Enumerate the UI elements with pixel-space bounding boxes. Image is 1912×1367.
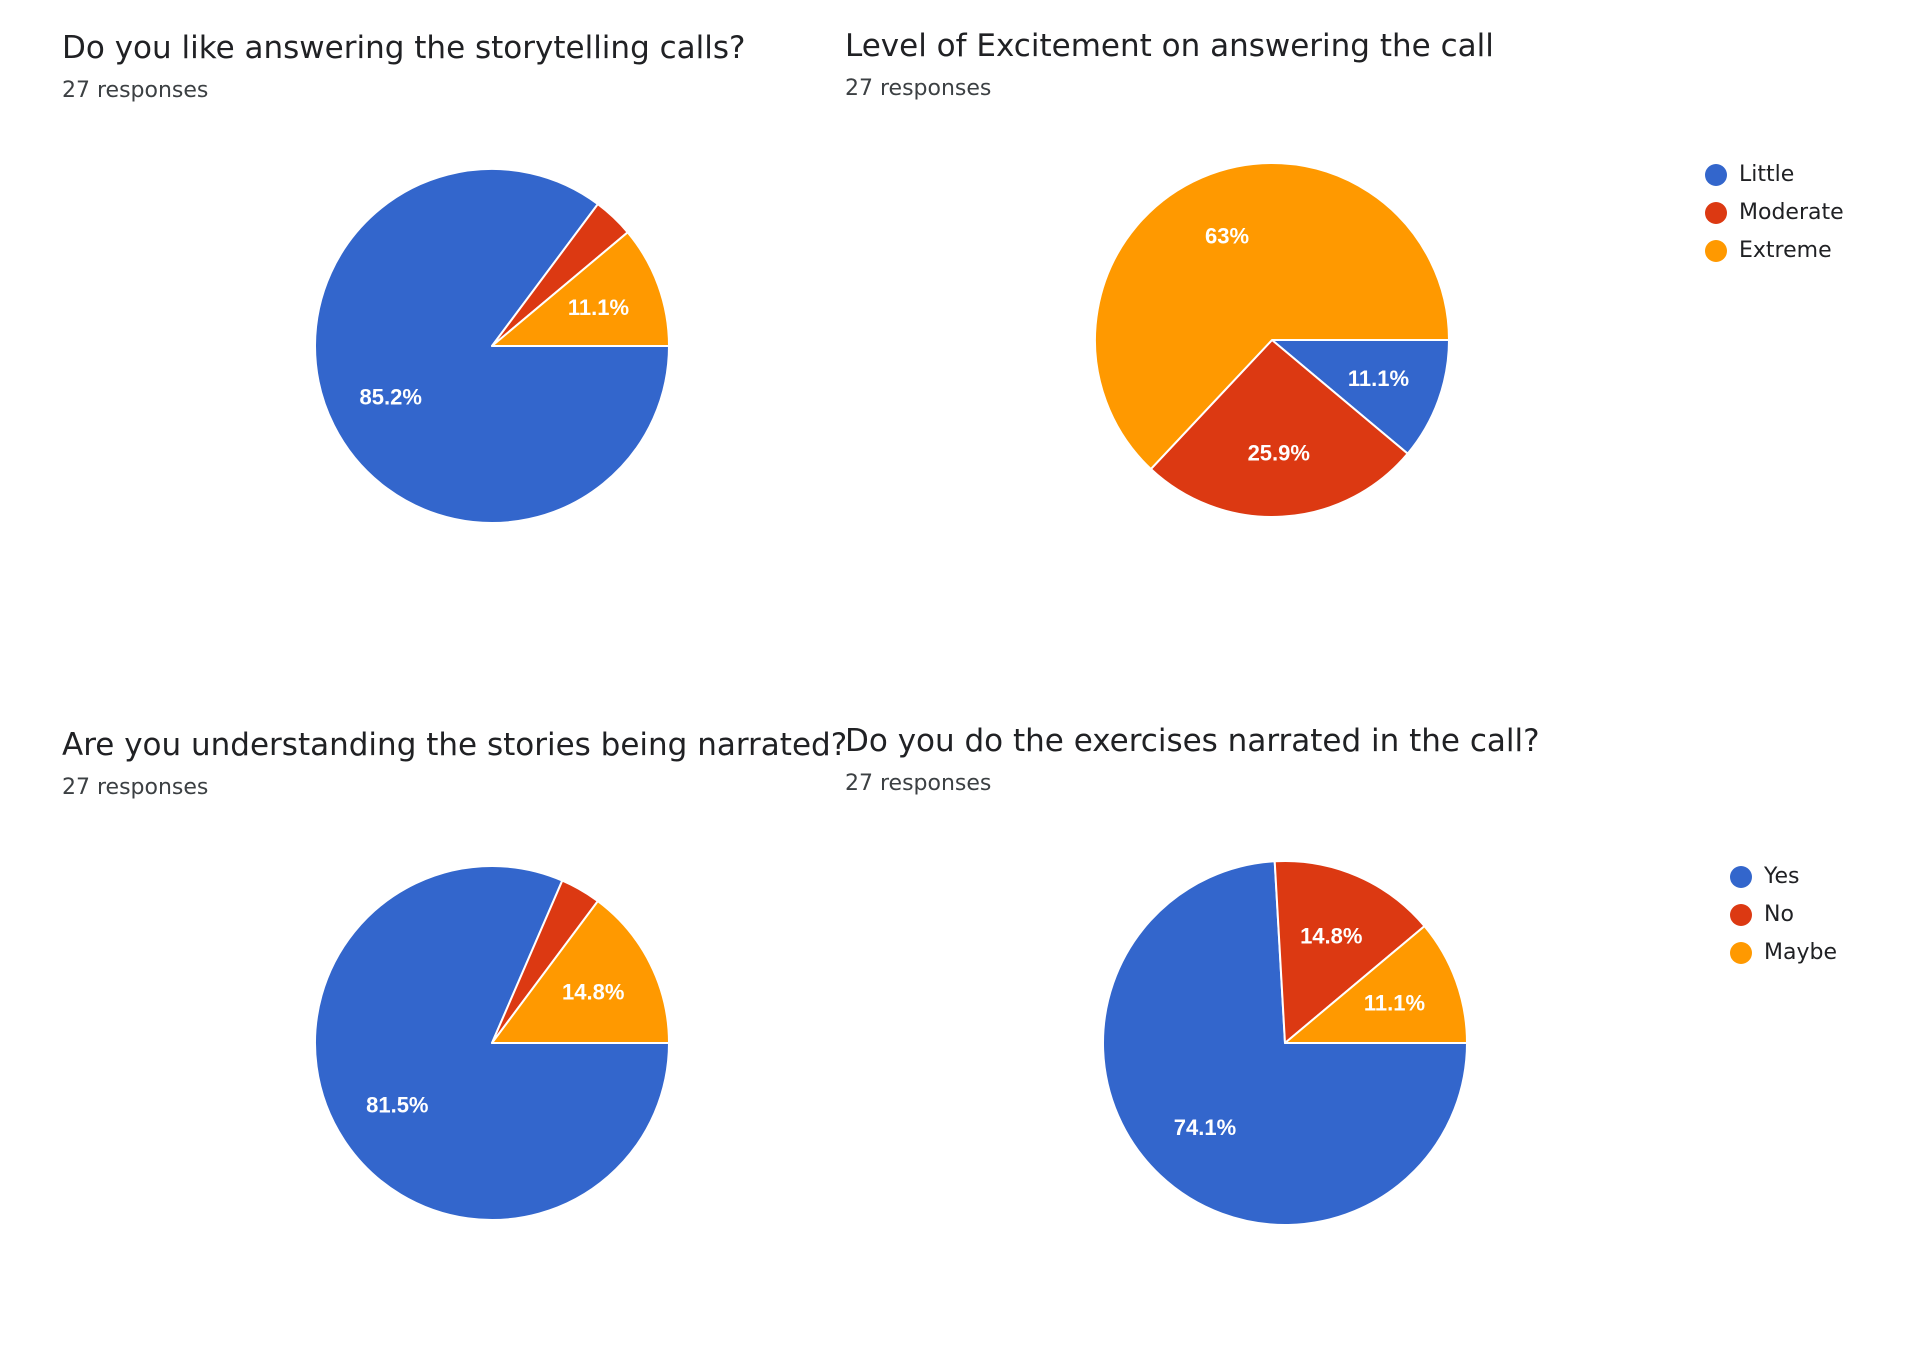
chart-title: Do you do the exercises narrated in the … xyxy=(845,723,1540,759)
chart-title: Level of Excitement on answering the cal… xyxy=(845,28,1494,64)
chart-subtitle: 27 responses xyxy=(62,78,209,103)
legend-label: Little xyxy=(1739,162,1795,187)
pie-slice-data-label: 25.9% xyxy=(1248,441,1310,466)
chart-subtitle: 27 responses xyxy=(845,76,992,101)
pie-slice-no xyxy=(1273,859,1426,1044)
pie-slice-extreme xyxy=(1094,162,1450,471)
legend-item-little: Little xyxy=(1705,162,1844,200)
legend-label: Yes xyxy=(1764,864,1800,889)
chart-panel-understanding-stories: Are you understanding the stories being … xyxy=(62,727,847,1367)
pie-chart: 81.5% 14.8% xyxy=(314,865,670,1221)
chart-panel-like-answering: Do you like answering the storytelling c… xyxy=(62,30,842,670)
chart-title: Are you understanding the stories being … xyxy=(62,727,848,763)
pie-slice-moderate xyxy=(1149,339,1409,518)
legend-item-no: No xyxy=(1730,902,1837,940)
chart-panel-do-exercises: Do you do the exercises narrated in the … xyxy=(845,723,1837,1363)
legend-swatch xyxy=(1730,942,1752,964)
legend-swatch xyxy=(1730,904,1752,926)
pie-slice-data-label: 14.8% xyxy=(1300,924,1362,949)
pie-slice-3 xyxy=(491,231,670,347)
pie-slice-data-label: 11.1% xyxy=(568,295,629,320)
chart-subtitle: 27 responses xyxy=(845,771,992,796)
legend-swatch xyxy=(1705,202,1727,224)
pie-slice-little xyxy=(1271,339,1450,455)
pie-slice-data-label: 11.1% xyxy=(1348,366,1409,391)
pie-slice-data-label: 74.1% xyxy=(1174,1115,1236,1140)
pie-slice-3 xyxy=(491,900,670,1044)
pie-chart: 11.1% 25.9% 63% xyxy=(1094,162,1450,518)
legend-label: No xyxy=(1764,902,1794,927)
pie-slice-data-label: 11.1% xyxy=(1364,991,1425,1016)
pie-slice-data-label: 14.8% xyxy=(562,980,624,1005)
chart-subtitle: 27 responses xyxy=(62,775,209,800)
legend-item-yes: Yes xyxy=(1730,864,1837,902)
legend-item-extreme: Extreme xyxy=(1705,238,1844,276)
chart-legend: Yes No Maybe xyxy=(1730,864,1837,978)
pie-chart: 85.2% 11.1% xyxy=(314,168,670,524)
chart-legend: Little Moderate Extreme xyxy=(1705,162,1844,276)
legend-label: Moderate xyxy=(1739,200,1844,225)
legend-swatch xyxy=(1705,240,1727,262)
pie-chart: 74.1% 14.8% 11.1% xyxy=(1102,859,1468,1226)
legend-item-moderate: Moderate xyxy=(1705,200,1844,238)
legend-swatch xyxy=(1705,164,1727,186)
chart-title: Do you like answering the storytelling c… xyxy=(62,30,746,66)
pie-slice-data-label: 63% xyxy=(1205,224,1249,249)
pie-slice-data-label: 85.2% xyxy=(360,384,422,409)
legend-label: Maybe xyxy=(1764,940,1837,965)
pie-slice-data-label: 81.5% xyxy=(366,1093,428,1118)
pie-slice-maybe xyxy=(1284,925,1468,1044)
legend-item-maybe: Maybe xyxy=(1730,940,1837,978)
legend-label: Extreme xyxy=(1739,238,1832,263)
legend-swatch xyxy=(1730,866,1752,888)
chart-panel-excitement-level: Level of Excitement on answering the cal… xyxy=(845,28,1844,668)
